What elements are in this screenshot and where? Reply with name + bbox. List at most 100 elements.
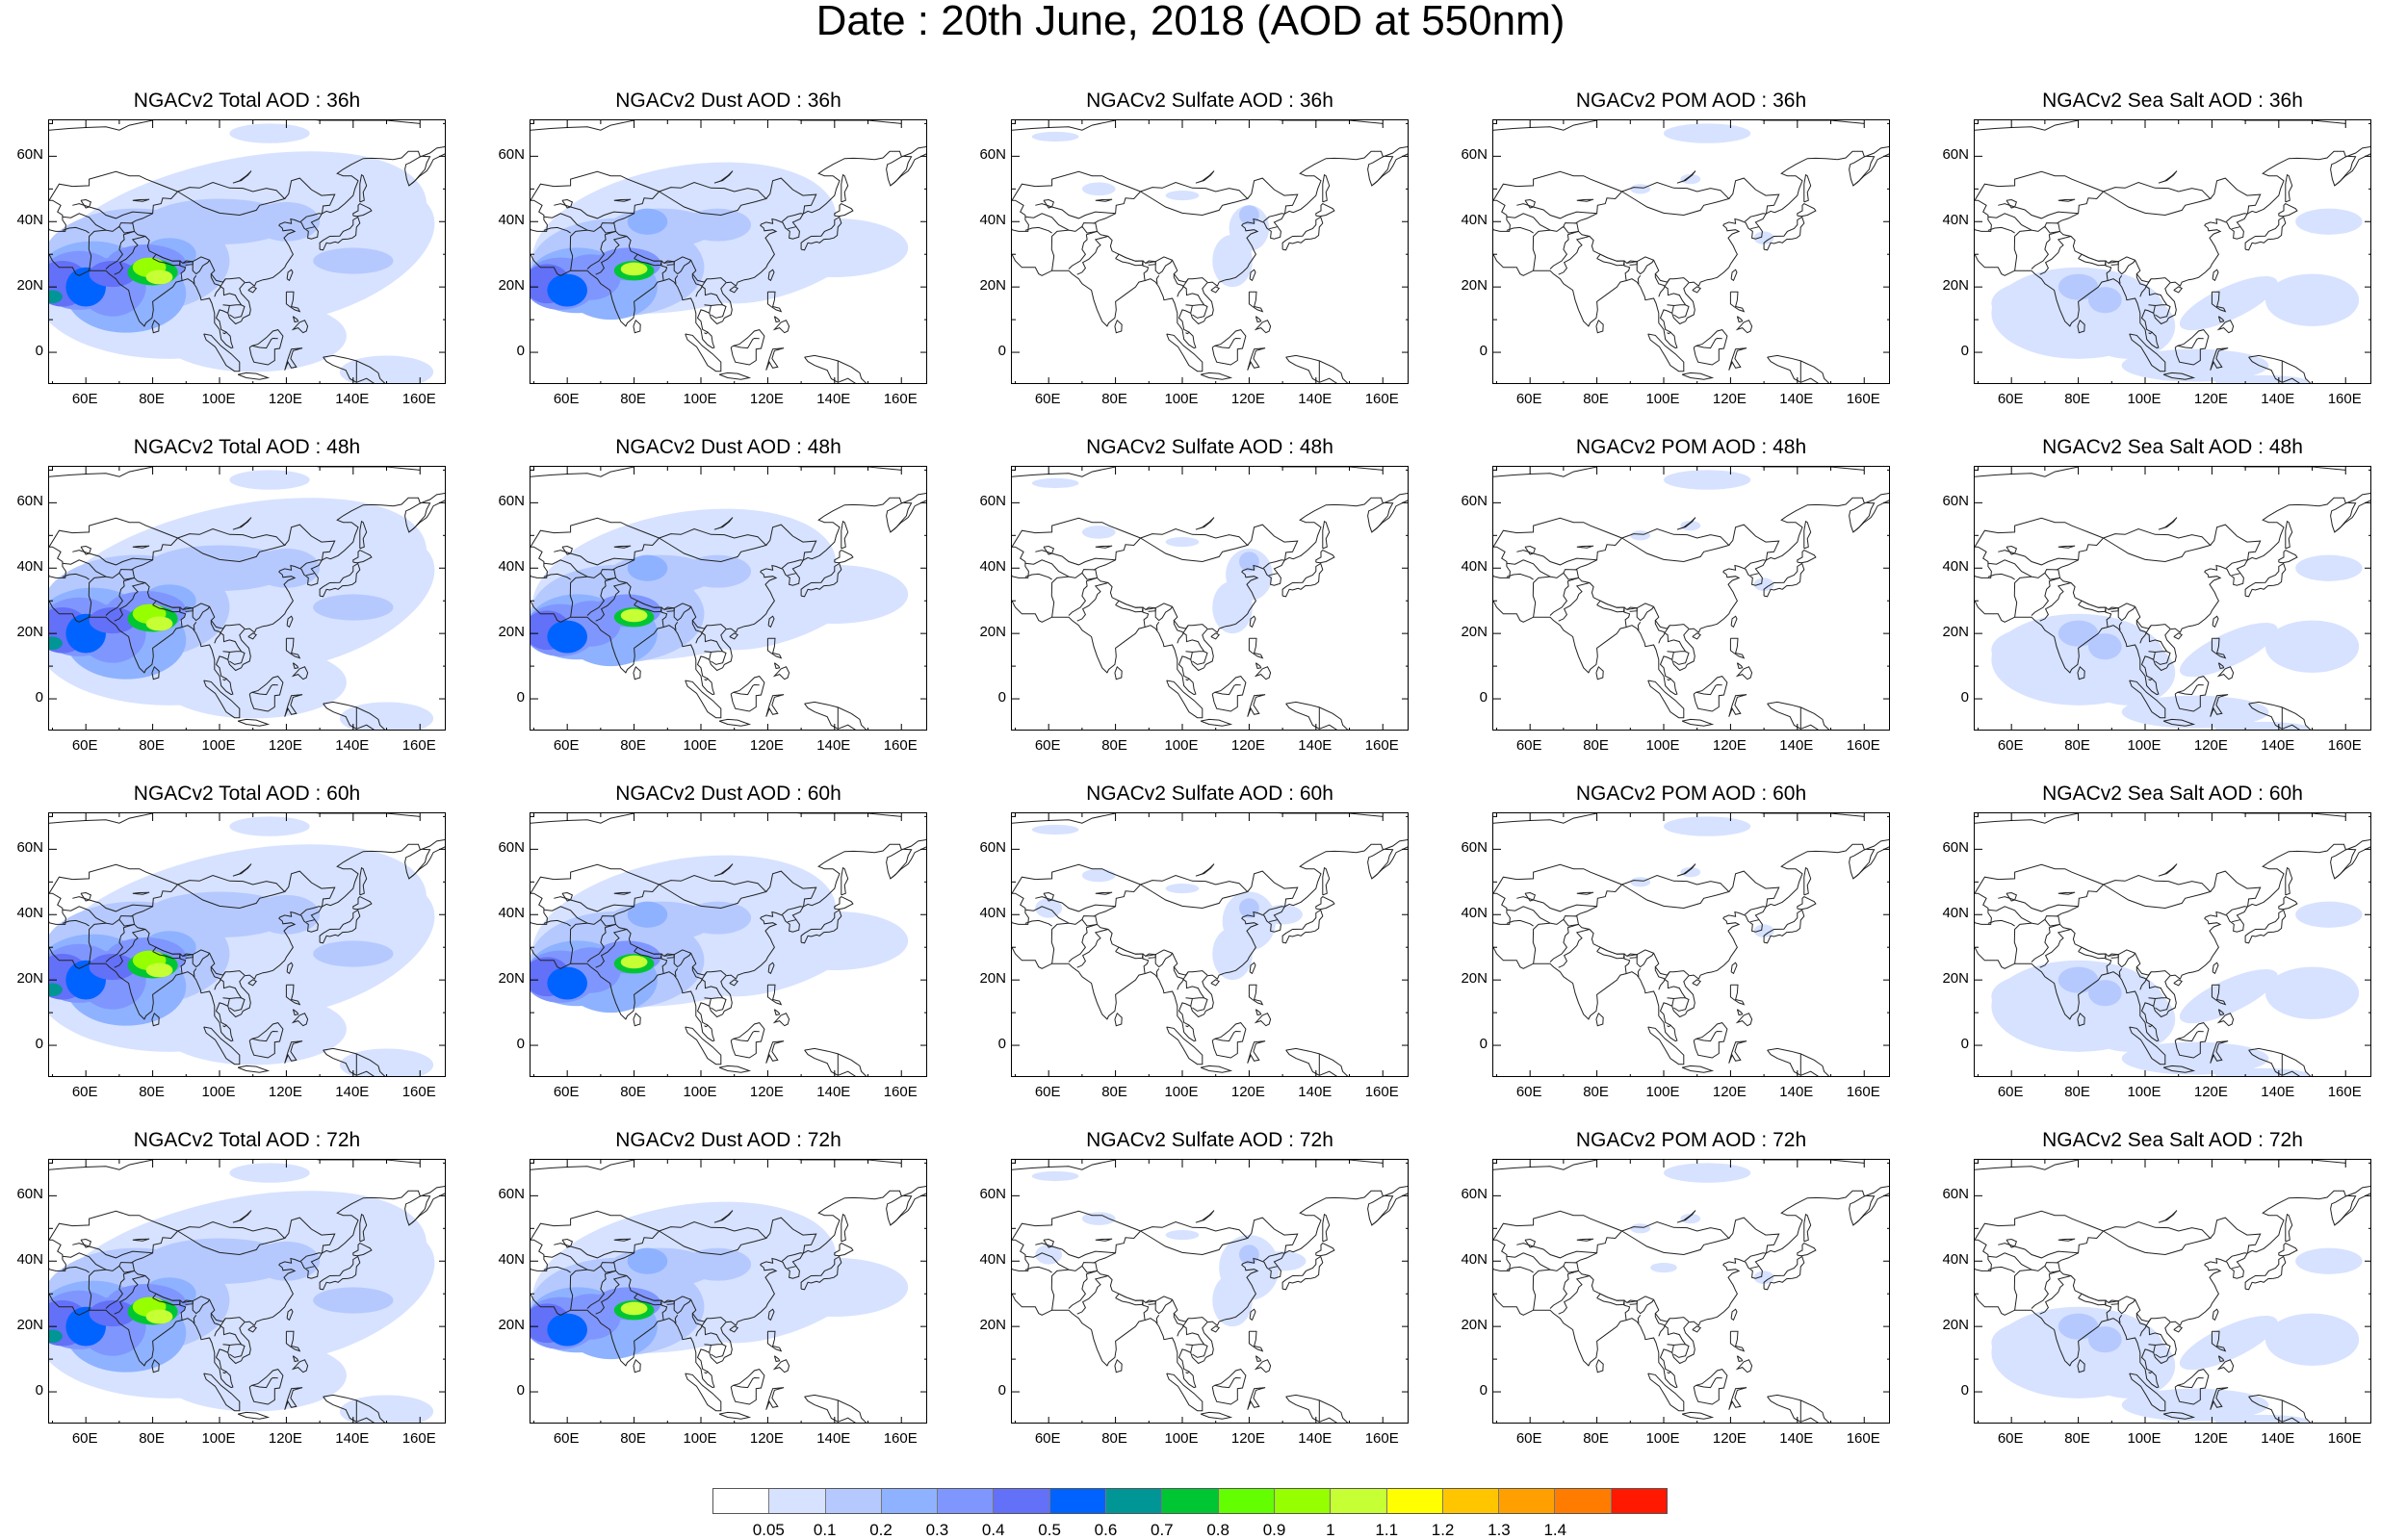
coastline-path bbox=[1081, 569, 1095, 574]
longitude-label: 100E bbox=[683, 1430, 717, 1447]
coastline-path bbox=[1735, 1013, 1753, 1027]
coastline-path bbox=[80, 891, 92, 902]
coastline-path bbox=[2078, 253, 2107, 267]
coastline-path bbox=[2334, 846, 2370, 880]
coastline-path bbox=[834, 1242, 854, 1257]
latitude-label: 60N bbox=[16, 146, 43, 164]
coastline-path bbox=[1166, 1373, 1203, 1412]
coastline-path bbox=[352, 1242, 373, 1257]
coastline-path bbox=[1024, 573, 1052, 580]
coastline-path bbox=[674, 275, 679, 284]
coastline-path bbox=[1322, 1213, 1331, 1243]
coastlines bbox=[49, 120, 445, 383]
coastline-path bbox=[2212, 1308, 2219, 1322]
coastline-path bbox=[1506, 1252, 1551, 1270]
coastline-path bbox=[1797, 1242, 1817, 1257]
coastline-path bbox=[1247, 1387, 1266, 1410]
coastline-path bbox=[192, 953, 211, 968]
coastline-path bbox=[152, 1293, 181, 1306]
coastline-path bbox=[734, 1160, 902, 1164]
panel-title: NGACv2 Total AOD : 36h bbox=[133, 90, 361, 112]
longitude-label: 100E bbox=[201, 1084, 236, 1100]
coastline-path bbox=[2077, 1012, 2085, 1027]
coastline-path bbox=[1750, 1266, 1759, 1270]
coastline-path bbox=[210, 966, 246, 1012]
latitude-label: 40N bbox=[16, 1251, 43, 1269]
coastline-path bbox=[633, 1358, 641, 1373]
coastline-path bbox=[2077, 665, 2085, 680]
coastline-path bbox=[2055, 884, 2104, 925]
coastline-path bbox=[291, 320, 309, 334]
coastline-path bbox=[1803, 866, 1812, 896]
coastline-path bbox=[695, 971, 708, 990]
longitude-label: 100E bbox=[1164, 1430, 1199, 1447]
coastline-path bbox=[531, 493, 926, 696]
coastlines bbox=[1975, 1160, 2370, 1423]
aod-patch bbox=[159, 646, 347, 719]
coastline-path bbox=[2232, 919, 2240, 923]
longitude-label: 100E bbox=[2127, 391, 2161, 407]
coastline-path bbox=[1012, 892, 1029, 925]
coastline-path bbox=[2155, 1344, 2167, 1346]
coastline-path bbox=[1987, 1252, 2032, 1270]
coastline-path bbox=[804, 1394, 867, 1423]
coastline-path bbox=[1254, 320, 1272, 334]
coastline-path bbox=[1068, 577, 1098, 616]
coastline-path bbox=[1667, 678, 1671, 681]
coastline-path bbox=[781, 559, 804, 569]
coastline-path bbox=[766, 984, 783, 1006]
coastline-path bbox=[1667, 1024, 1671, 1028]
map-canvas bbox=[531, 467, 926, 730]
aod-field bbox=[49, 470, 435, 730]
aod-patch bbox=[2179, 623, 2278, 678]
coastline-path bbox=[1035, 550, 1116, 566]
aod-patch bbox=[547, 1313, 587, 1347]
colorbar-box bbox=[769, 1489, 826, 1513]
latitude-label: 20N bbox=[498, 624, 525, 641]
coastline-path bbox=[286, 615, 294, 629]
panel-title: NGACv2 Sulfate AOD : 36h bbox=[1086, 90, 1333, 112]
coastline-path bbox=[2248, 701, 2312, 730]
coastline-path bbox=[1730, 269, 1738, 282]
coastline-path bbox=[663, 606, 675, 612]
colorbar-label: 0.4 bbox=[981, 1521, 1005, 1539]
coastline-path bbox=[1255, 662, 1262, 670]
axis-ticks bbox=[49, 467, 445, 730]
coastline-path bbox=[1621, 874, 1730, 910]
coastline-path bbox=[1248, 637, 1264, 659]
coastline-path bbox=[1729, 984, 1746, 1006]
coastline-path bbox=[1154, 953, 1174, 968]
coastline-path bbox=[2148, 1024, 2153, 1028]
coastline-path bbox=[105, 230, 135, 270]
coastline-path bbox=[286, 269, 294, 282]
coastline-path bbox=[1200, 718, 1233, 727]
coastline-path bbox=[114, 236, 146, 275]
longitude-label: 100E bbox=[1645, 391, 1680, 407]
coastline-path bbox=[1285, 1047, 1349, 1076]
map-frame bbox=[530, 812, 927, 1077]
coastline-path bbox=[773, 1355, 781, 1363]
coastline-path bbox=[1050, 225, 1208, 283]
coastline-path bbox=[1558, 236, 1591, 275]
coastline-path bbox=[613, 1238, 632, 1242]
coastline-path bbox=[359, 866, 368, 896]
coastline-path bbox=[2244, 216, 2287, 251]
coastline-path bbox=[229, 651, 242, 653]
coastline-path bbox=[1803, 520, 1812, 550]
aod-field bbox=[1630, 816, 1774, 938]
colorbar-box bbox=[1274, 1489, 1332, 1513]
latitude-label: 0 bbox=[1960, 1382, 1969, 1399]
latitude-label: 60N bbox=[1942, 493, 1969, 510]
coastline-path bbox=[1637, 275, 1642, 284]
coastline-path bbox=[841, 1213, 849, 1243]
aod-patch bbox=[1650, 1262, 1677, 1273]
coastline-path bbox=[531, 517, 660, 548]
coastline-path bbox=[765, 870, 817, 908]
map-frame bbox=[1011, 119, 1409, 384]
longitude-label: 100E bbox=[1164, 391, 1199, 407]
coastline-path bbox=[660, 954, 668, 974]
coastline-path bbox=[531, 1239, 548, 1271]
coastline-path bbox=[2211, 637, 2227, 659]
latitude-label: 60N bbox=[1461, 839, 1488, 857]
coastline-path bbox=[408, 1193, 445, 1226]
